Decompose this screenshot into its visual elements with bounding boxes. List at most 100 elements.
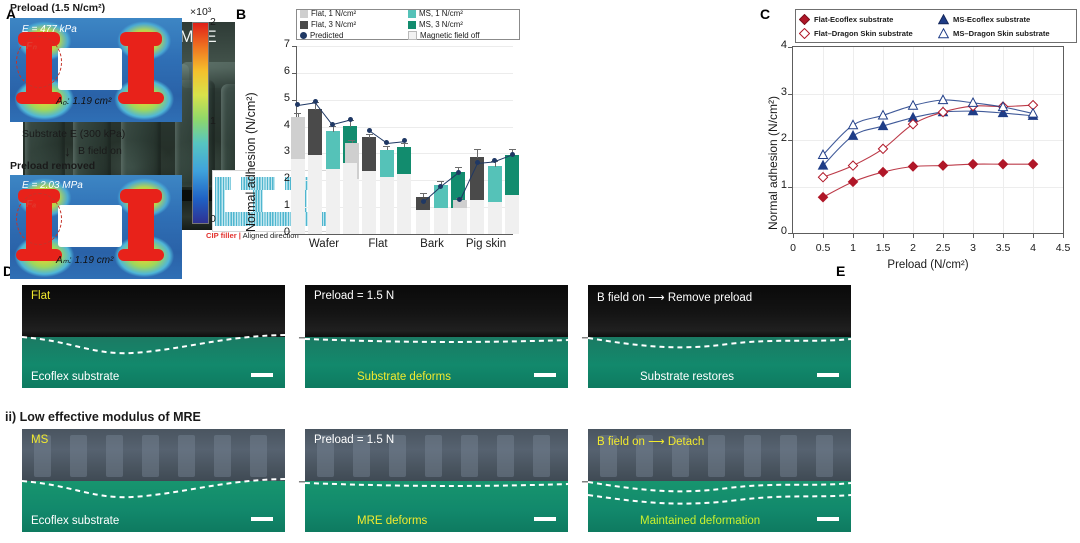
frame-specimen-region bbox=[22, 285, 285, 337]
mre-pillar bbox=[497, 435, 514, 477]
swatch-icon bbox=[408, 20, 416, 29]
y-tick-label: 1 bbox=[780, 178, 787, 191]
open-triangle-icon bbox=[938, 27, 949, 38]
predicted-dot-icon bbox=[300, 32, 307, 39]
frame-interface-dashed-line bbox=[22, 334, 285, 355]
data-point-marker bbox=[817, 149, 829, 159]
frame-top-label: B field on ⟶ Remove preload bbox=[597, 292, 753, 304]
frame-top-label: Flat bbox=[31, 290, 51, 302]
error-bar-cap bbox=[437, 181, 445, 183]
frame-substrate-region bbox=[588, 337, 851, 388]
error-bar bbox=[404, 143, 406, 148]
y-tick-label: 7 bbox=[283, 38, 290, 50]
legend-item: MS-Ecoflex substrate bbox=[938, 13, 1073, 25]
data-point-marker bbox=[877, 109, 889, 120]
data-point-marker bbox=[967, 96, 979, 107]
fea-post-high-stress bbox=[128, 40, 154, 96]
frame-scale-bar bbox=[251, 373, 273, 377]
error-bar bbox=[386, 146, 388, 151]
frame-bottom-label: Substrate deforms bbox=[357, 371, 451, 383]
panel-d-frame: Preload = 1.5 N MRE deforms bbox=[305, 429, 568, 532]
y-tick bbox=[788, 140, 793, 141]
legend-label: Predicted bbox=[310, 31, 344, 40]
predicted-point bbox=[457, 197, 463, 203]
panel-e-substrate-label: Substrate E (300 kPa) bbox=[22, 128, 126, 140]
frame-substrate-region bbox=[22, 337, 285, 388]
predicted-point bbox=[420, 199, 426, 205]
panel-c-legend: Flat-Ecoflex substrate MS-Ecoflex substr… bbox=[795, 9, 1077, 43]
fea-cavity bbox=[58, 205, 122, 247]
error-bar bbox=[332, 126, 334, 132]
mre-pillar bbox=[353, 435, 370, 477]
frame-interface-dashed-line bbox=[588, 337, 851, 349]
legend-label: Magnetic field off bbox=[420, 31, 480, 40]
panel-e-bottom-modulus: E = 2.03 MPa bbox=[22, 180, 83, 191]
panel-e-letter: E bbox=[836, 263, 846, 279]
panel-c-letter: C bbox=[760, 6, 771, 22]
frame-substrate-region bbox=[22, 481, 285, 532]
panel-e-top-title: Preload (1.5 N/cm²) bbox=[10, 2, 106, 14]
mre-pillar bbox=[178, 435, 195, 477]
frame-interface-dashed-line bbox=[22, 478, 285, 499]
fea-post-base bbox=[16, 92, 62, 104]
legend-label: MS–Dragon Skin substrate bbox=[953, 28, 1050, 38]
panel-d-frame: Flat Ecoflex substrate bbox=[22, 285, 285, 388]
bar-field-off bbox=[470, 200, 485, 234]
mre-pillar bbox=[816, 435, 833, 477]
panel-b-letter: B bbox=[236, 6, 247, 22]
bar-field-off bbox=[397, 173, 412, 234]
bar-field-off bbox=[487, 201, 502, 234]
frame-top-label: B field on ⟶ Detach bbox=[597, 436, 705, 448]
y-tick bbox=[292, 72, 297, 74]
gridline bbox=[793, 140, 1063, 141]
x-tick bbox=[823, 233, 824, 238]
legend-item: Flat, 3 N/cm² bbox=[300, 19, 408, 30]
data-point-marker bbox=[997, 101, 1009, 112]
mre-pillar bbox=[744, 435, 761, 477]
x-tick-label: 4 bbox=[1030, 242, 1036, 254]
gridline bbox=[297, 99, 513, 101]
error-bar bbox=[351, 140, 353, 144]
bar-field-off bbox=[416, 209, 431, 234]
data-point-marker bbox=[937, 160, 949, 171]
panel-c-series-layer bbox=[817, 94, 1039, 203]
error-bar bbox=[315, 102, 317, 110]
panel-c-line-chart: Preload (N/cm²) 0 0.5 1 1.5 2 2.5 3 3.5 4 4.5 0 1 2 3… bbox=[781, 39, 1070, 271]
legend-label: Flat-Ecoflex substrate bbox=[814, 14, 894, 24]
x-tick bbox=[1033, 233, 1034, 238]
frame-top-label: Preload = 1.5 N bbox=[314, 290, 395, 302]
predicted-point bbox=[509, 151, 515, 157]
data-point-marker bbox=[817, 159, 829, 170]
x-tick-label: 1 bbox=[850, 242, 856, 254]
legend-item: MS–Dragon Skin substrate bbox=[938, 27, 1073, 39]
x-tick-label: 3.5 bbox=[995, 242, 1011, 254]
predicted-point bbox=[312, 99, 318, 105]
swatch-icon bbox=[408, 31, 417, 40]
legend-label: Flat, 1 N/cm² bbox=[311, 9, 357, 18]
x-tick-label: 0 bbox=[790, 242, 796, 254]
x-tick bbox=[793, 233, 794, 238]
y-tick-label: 2 bbox=[780, 132, 787, 144]
bar-field-off bbox=[344, 178, 359, 234]
error-bar-cap bbox=[508, 149, 516, 151]
y-tick bbox=[292, 99, 297, 101]
gridline bbox=[793, 186, 1063, 188]
mre-pillar bbox=[533, 435, 550, 477]
panel-e-b-field-label: B field on bbox=[78, 145, 122, 157]
predicted-point bbox=[347, 117, 353, 123]
panel-e-colorbar bbox=[192, 22, 209, 224]
legend-item: Predicted bbox=[300, 30, 408, 41]
error-bar bbox=[477, 148, 479, 158]
y-tick-label: 3 bbox=[283, 145, 290, 158]
panel-e-top-modulus: E = 477 kPa bbox=[22, 24, 77, 35]
panel-e-top-area: A₀: 1.19 cm² bbox=[56, 96, 112, 107]
gridline bbox=[793, 93, 1063, 95]
frame-substrate-region bbox=[305, 337, 568, 388]
bar-field-off bbox=[308, 154, 323, 234]
frame-top-label: Preload = 1.5 N bbox=[314, 434, 395, 446]
error-bar-cap bbox=[348, 140, 356, 141]
bar-field-off bbox=[325, 169, 340, 234]
mre-pillar bbox=[672, 435, 689, 477]
error-bar-cap bbox=[383, 146, 391, 148]
predicted-point bbox=[384, 140, 390, 146]
